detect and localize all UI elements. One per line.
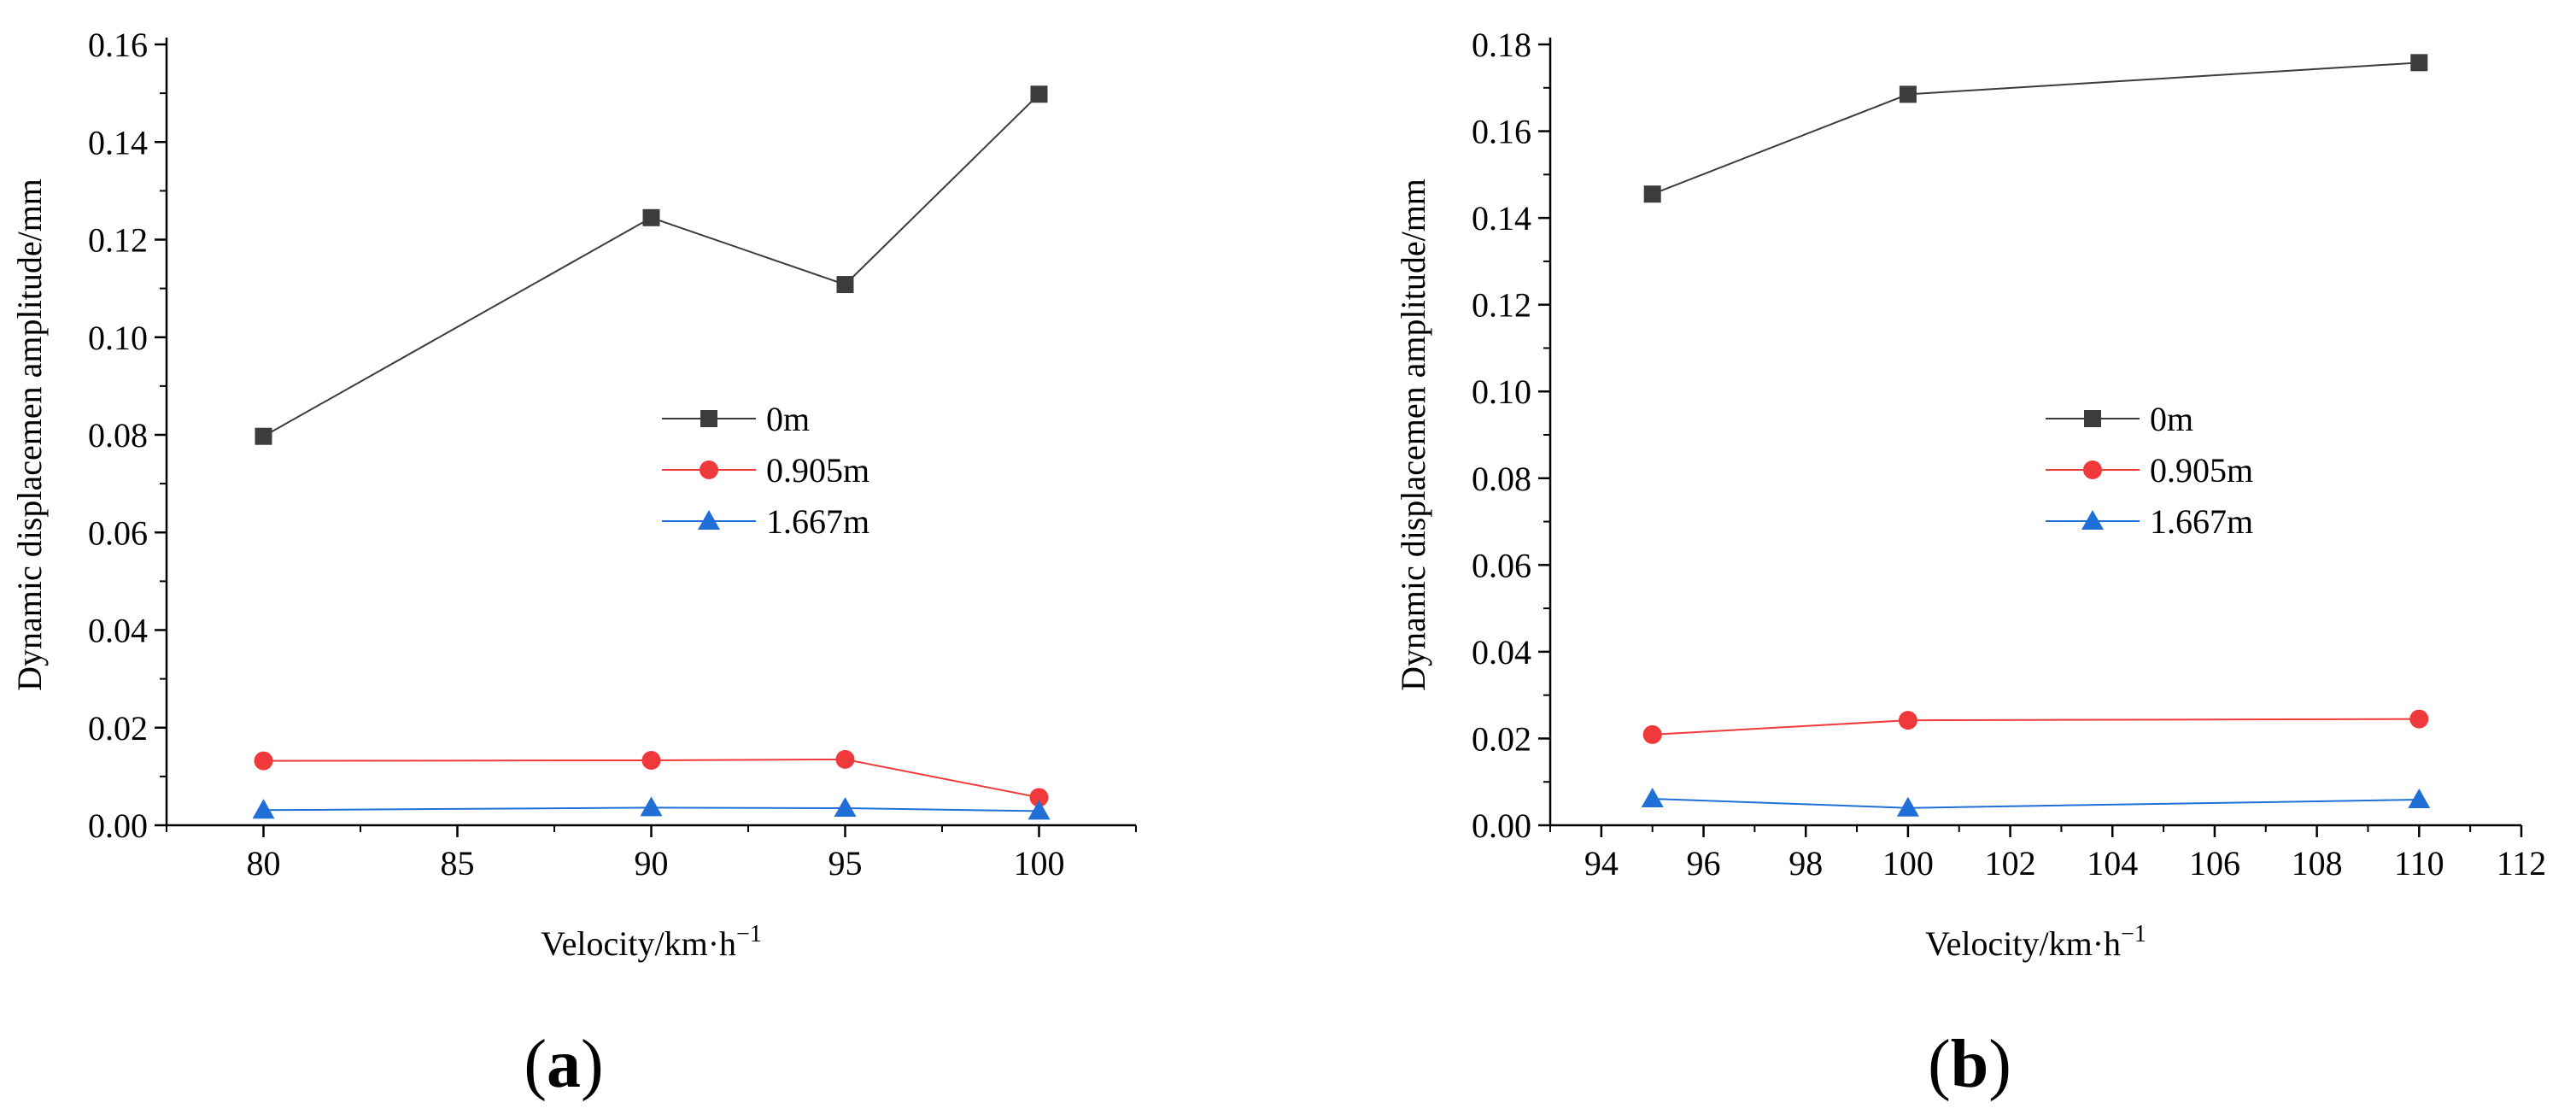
x-tick-label: 90 [635,844,669,883]
y-tick-label: 0.10 [1472,372,1531,411]
legend-label: 0m [2150,400,2193,438]
x-axis-title-superscript: −1 [2121,921,2146,947]
legend-label: 0m [766,400,810,438]
x-tick-label: 110 [2394,844,2444,883]
series-line-1.667m [263,806,1039,812]
data-point-1.667m [1027,800,1051,820]
x-axis-title: Velocity/km·h−1 [541,921,762,963]
series-line-0m [263,93,1040,437]
panel-label-a-letter: a [547,1027,581,1102]
x-axis-title-superscript: −1 [736,921,762,947]
y-tick-label: 0.12 [88,221,148,260]
y-tick-label: 0.08 [88,416,148,454]
series-line-0m [1652,62,2420,196]
series-line-0.905m [263,758,1039,799]
data-point-1.667m [252,799,275,819]
data-point-0.905m [2409,709,2429,729]
x-tick-label: 106 [2189,844,2240,883]
legend-marker [2084,410,2101,427]
data-point-0m [255,427,272,445]
y-tick-label: 0.10 [88,319,148,357]
x-tick-label: 104 [2087,844,2138,883]
data-point-0m [1030,85,1048,103]
legend-marker [2081,510,2104,530]
legend-label: 0.905m [766,451,869,490]
y-tick-label: 0.14 [1472,199,1531,237]
y-tick-label: 0.04 [1472,633,1531,671]
data-point-0m [836,276,854,294]
series-line-0.905m [1652,718,2420,736]
y-tick-label: 0.02 [1472,719,1531,758]
data-point-0m [2410,54,2428,72]
chart-panel-b: 0.00 0.02 0.04 0.06 0.08 0.10 0.12 0.14 0.16 0.18… [1394,26,2546,963]
x-tick-label: 112 [2497,844,2547,883]
y-tick-label: 0.18 [1472,26,1531,64]
y-axis-title: Dynamic displacemen amplitude/mm [1394,179,1432,691]
data-point-0m [1899,85,1917,103]
legend-label: 1.667m [766,502,869,541]
panel-label-b: (b) [1928,1027,2011,1102]
x-axis-title-text: Velocity/km·h [1925,924,2121,963]
data-point-1.667m [2408,789,2431,809]
x-tick-label: 100 [1882,844,1934,883]
x-tick-label: 95 [828,844,863,883]
chart-panel-a: 0.00 0.02 0.04 0.06 0.08 0.10 0.12 0.14 0.16 80 85… [10,26,1137,963]
data-point-0.905m [641,751,661,771]
x-tick-label: 80 [247,844,281,883]
data-point-0.905m [835,749,855,769]
x-tick-label: 85 [441,844,475,883]
data-point-0.905m [1029,788,1049,807]
legend-marker [698,510,720,530]
panel-label-a: (a) [524,1027,603,1102]
data-point-0.905m [1642,724,1662,744]
y-tick-label: 0.06 [1472,546,1531,584]
x-tick-label: 102 [1985,844,2036,883]
legend-label: 0.905m [2150,451,2253,490]
data-point-0m [642,208,660,226]
x-tick-label: 96 [1687,844,1721,883]
data-point-0.905m [1898,711,1917,730]
legend-marker [700,460,718,479]
data-point-1.667m [1896,796,1919,817]
panel-label-b-letter: b [1951,1027,1989,1102]
data-point-1.667m [834,797,857,818]
y-tick-label: 0.12 [1472,286,1531,325]
legend-marker [2083,460,2102,479]
y-tick-label: 0.00 [88,806,148,845]
y-tick-label: 0.16 [88,26,148,64]
y-axis-title: Dynamic displacemen amplitude/mm [10,179,49,691]
legend-label: 1.667m [2150,502,2253,541]
x-tick-label: 108 [2292,844,2343,883]
x-tick-label: 94 [1584,844,1619,883]
x-tick-label: 98 [1789,844,1823,883]
y-tick-label: 0.16 [1472,113,1531,151]
y-tick-label: 0.02 [88,709,148,748]
data-point-1.667m [1641,788,1664,808]
x-axis-title: Velocity/km·h−1 [1925,921,2146,963]
x-axis-title-text: Velocity/km·h [541,924,736,963]
legend-marker [700,410,717,427]
series-line-1.667m [1652,798,2420,809]
x-tick-label: 100 [1014,844,1065,883]
y-tick-label: 0.14 [88,123,148,161]
data-point-0.905m [254,751,273,771]
y-tick-label: 0.00 [1472,806,1531,845]
data-point-0m [1643,185,1661,203]
y-tick-label: 0.06 [88,513,148,552]
data-point-1.667m [640,796,663,817]
y-tick-label: 0.08 [1472,460,1531,498]
y-tick-label: 0.04 [88,612,148,650]
